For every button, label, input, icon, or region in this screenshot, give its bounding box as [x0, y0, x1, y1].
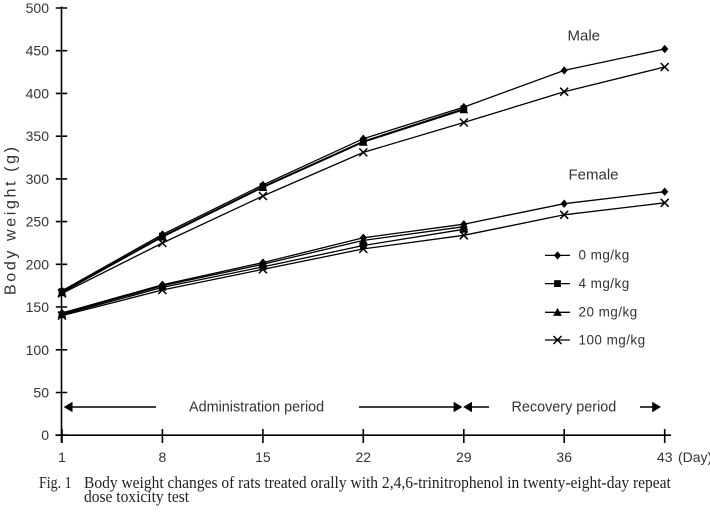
svg-text:0: 0	[41, 427, 49, 443]
svg-text:400: 400	[26, 85, 50, 101]
svg-text:Recovery period: Recovery period	[512, 399, 617, 415]
svg-text:450: 450	[26, 43, 50, 59]
svg-text:Administration period: Administration period	[189, 399, 324, 415]
svg-text:0 mg/kg: 0 mg/kg	[579, 248, 630, 263]
svg-text:50: 50	[33, 385, 49, 401]
svg-text:22: 22	[356, 449, 372, 465]
svg-text:100 mg/kg: 100 mg/kg	[579, 332, 646, 347]
svg-text:Male: Male	[568, 28, 601, 45]
svg-text:29: 29	[456, 449, 472, 465]
svg-text:(Day): (Day)	[678, 449, 710, 465]
svg-text:350: 350	[26, 128, 50, 144]
svg-text:200: 200	[26, 256, 50, 272]
svg-text:500: 500	[26, 0, 50, 16]
svg-text:1: 1	[58, 449, 66, 465]
svg-text:Female: Female	[569, 167, 619, 184]
svg-text:20 mg/kg: 20 mg/kg	[579, 305, 638, 320]
svg-text:100: 100	[26, 342, 50, 358]
svg-text:300: 300	[26, 171, 50, 187]
svg-text:36: 36	[556, 449, 572, 465]
svg-text:15: 15	[255, 449, 271, 465]
svg-text:43: 43	[657, 449, 673, 465]
svg-text:Body weight (g): Body weight (g)	[3, 147, 20, 295]
svg-text:8: 8	[159, 449, 167, 465]
svg-text:250: 250	[26, 214, 50, 230]
svg-text:150: 150	[26, 299, 50, 315]
svg-text:4 mg/kg: 4 mg/kg	[579, 276, 630, 291]
